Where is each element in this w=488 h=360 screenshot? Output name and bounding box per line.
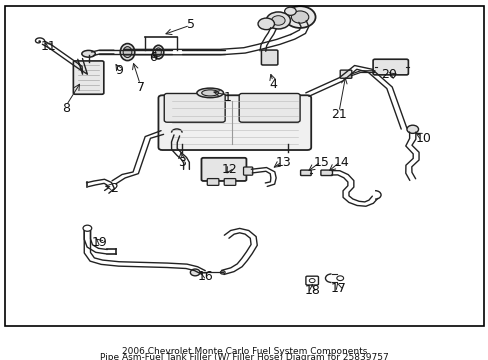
Circle shape (284, 7, 296, 15)
Text: 17: 17 (330, 282, 346, 295)
Text: Pipe Asm-Fuel Tank Filler (W/ Filler Hose) Diagram for 25839757: Pipe Asm-Fuel Tank Filler (W/ Filler Hos… (100, 353, 388, 360)
FancyBboxPatch shape (372, 59, 407, 75)
Text: 18: 18 (304, 284, 320, 297)
FancyBboxPatch shape (164, 94, 224, 122)
FancyBboxPatch shape (261, 50, 277, 65)
Ellipse shape (123, 47, 132, 58)
Ellipse shape (155, 48, 161, 56)
Text: 9: 9 (115, 64, 122, 77)
Text: 15: 15 (313, 156, 329, 169)
FancyBboxPatch shape (224, 179, 235, 185)
Text: 6: 6 (148, 51, 156, 64)
FancyBboxPatch shape (73, 61, 103, 94)
Text: 11: 11 (41, 40, 57, 54)
Circle shape (271, 16, 285, 25)
FancyBboxPatch shape (243, 167, 252, 175)
FancyBboxPatch shape (207, 179, 219, 185)
Text: 1: 1 (223, 91, 231, 104)
Text: 16: 16 (198, 270, 213, 283)
Text: 4: 4 (269, 78, 277, 91)
Circle shape (291, 11, 308, 23)
Text: 8: 8 (61, 102, 69, 115)
Text: 14: 14 (333, 156, 348, 169)
Circle shape (284, 6, 315, 28)
Circle shape (265, 12, 290, 29)
FancyBboxPatch shape (300, 170, 310, 176)
Text: 5: 5 (187, 18, 195, 31)
Ellipse shape (202, 90, 218, 96)
Text: 21: 21 (330, 108, 346, 121)
Text: 12: 12 (222, 163, 237, 176)
Text: 7: 7 (136, 81, 144, 94)
Ellipse shape (81, 50, 95, 57)
Ellipse shape (197, 88, 223, 98)
Text: 2006 Chevrolet Monte Carlo Fuel System Components: 2006 Chevrolet Monte Carlo Fuel System C… (122, 346, 366, 356)
FancyBboxPatch shape (201, 158, 246, 181)
Text: 3: 3 (177, 156, 185, 169)
Circle shape (406, 125, 418, 133)
Text: 19: 19 (91, 236, 107, 249)
Text: 2: 2 (110, 181, 118, 195)
Text: 10: 10 (415, 132, 430, 145)
Circle shape (258, 18, 274, 30)
FancyBboxPatch shape (158, 95, 310, 150)
Ellipse shape (153, 45, 163, 59)
FancyBboxPatch shape (340, 70, 351, 78)
Ellipse shape (120, 44, 135, 60)
Circle shape (190, 269, 200, 276)
Text: 13: 13 (275, 156, 290, 169)
Circle shape (220, 271, 224, 274)
Text: 20: 20 (381, 68, 397, 81)
FancyBboxPatch shape (239, 94, 300, 122)
FancyBboxPatch shape (320, 170, 332, 176)
